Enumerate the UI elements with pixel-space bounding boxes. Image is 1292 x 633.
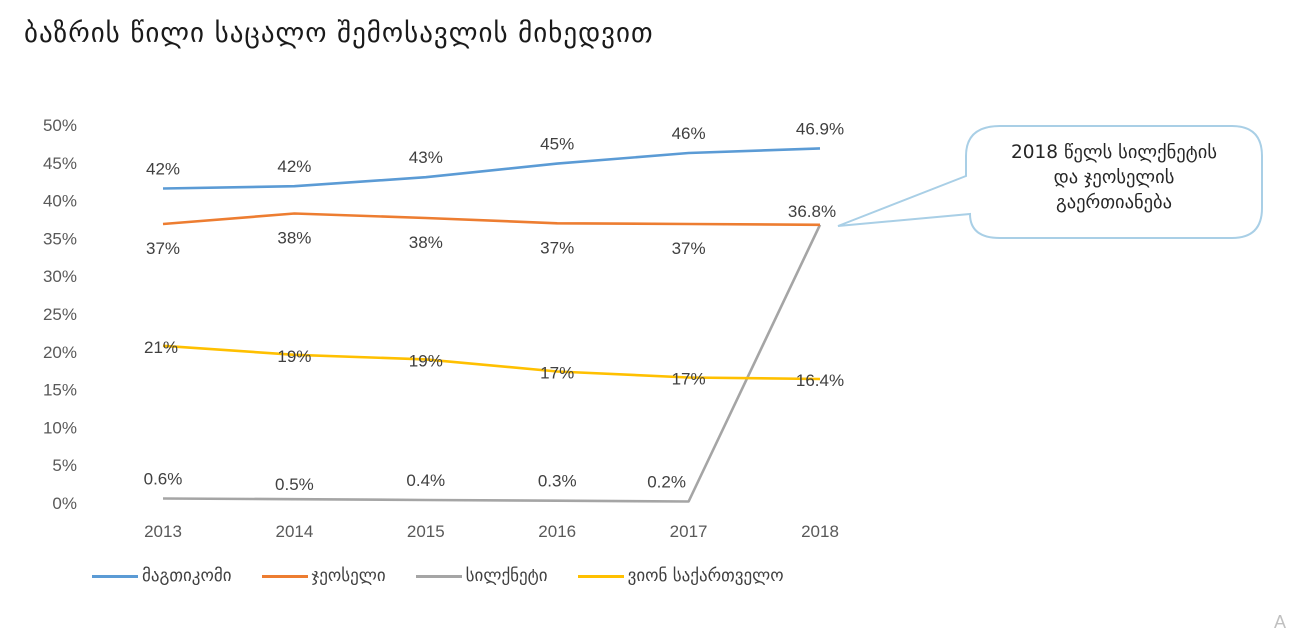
callout-outline — [837, 125, 1263, 239]
legend-item-veon[interactable]: ვიონ საქართველო — [577, 566, 784, 586]
legend-item-silknet[interactable]: სილქნეტი — [415, 566, 548, 586]
series-line-geocell — [162, 212, 821, 227]
series-line-veon — [162, 344, 821, 381]
legend-item-geocell[interactable]: ჯეოსელი — [261, 566, 386, 586]
data-label-silknet: 0.5% — [275, 475, 314, 494]
chart-title: ბაზრის წილი საცალო შემოსავლის მიხედვით — [24, 18, 654, 49]
data-label-silknet: 0.4% — [406, 471, 445, 490]
data-label-veon: 21% — [144, 338, 178, 357]
x-axis: 2013 2014 2015 2016 2017 2018 — [144, 522, 839, 541]
legend-label-geocell: ჯეოსელი — [311, 566, 386, 586]
data-label-magticom: 46% — [672, 124, 706, 143]
y-tick-label: 20% — [43, 343, 77, 362]
y-tick-label: 30% — [43, 267, 77, 286]
series-line-silknet — [162, 224, 822, 503]
callout-bubble — [837, 125, 1263, 239]
y-tick-label: 5% — [52, 456, 77, 475]
data-label-veon: 19% — [409, 351, 443, 370]
legend-swatch-magticom — [92, 574, 138, 578]
x-tick-label: 2017 — [670, 522, 708, 541]
legend: მაგთიკომი ჯეოსელი სილქნეტი ვიონ საქართვე… — [92, 566, 784, 586]
data-label-veon: 17% — [672, 370, 706, 389]
data-label-veon: 16.4% — [796, 371, 844, 390]
x-tick-label: 2013 — [144, 522, 182, 541]
legend-label-silknet: სილქნეტი — [465, 566, 548, 586]
x-tick-label: 2015 — [407, 522, 445, 541]
y-tick-label: 50% — [43, 116, 77, 135]
data-label-magticom: 42% — [277, 157, 311, 176]
legend-swatch-veon — [577, 574, 624, 578]
data-labels: 42% 42% 43% 45% 46% 46.9% 37% 38% 38% 37% 37% 36.8%… — [144, 119, 844, 494]
x-tick-label: 2014 — [275, 522, 313, 541]
callout-line-3: გაერთიანება — [1055, 192, 1173, 213]
data-label-veon: 17% — [540, 363, 574, 382]
data-label-geocell: 38% — [409, 233, 443, 252]
y-tick-label: 15% — [43, 381, 77, 400]
data-label-silknet: 0.2% — [647, 472, 686, 491]
legend-swatch-geocell — [261, 574, 308, 578]
series-lines — [162, 147, 822, 503]
data-label-silknet: 0.6% — [144, 469, 183, 488]
corner-mark: A — [1274, 612, 1287, 632]
series-line-magticom — [162, 147, 821, 190]
callout-line-1: 2018 წელს სილქნეტის — [1011, 142, 1217, 163]
data-label-silknet: 0.3% — [538, 472, 577, 491]
data-label-geocell: 36.8% — [788, 202, 836, 221]
y-tick-label: 10% — [43, 418, 77, 437]
legend-label-veon: ვიონ საქართველო — [627, 566, 784, 586]
data-label-veon: 19% — [277, 347, 311, 366]
data-label-geocell: 37% — [672, 239, 706, 258]
legend-item-magticom[interactable]: მაგთიკომი — [92, 566, 232, 586]
data-label-magticom: 45% — [540, 135, 574, 154]
data-label-geocell: 38% — [277, 228, 311, 247]
data-label-magticom: 42% — [146, 160, 180, 179]
y-tick-label: 25% — [43, 305, 77, 324]
y-tick-label: 40% — [43, 192, 77, 211]
x-tick-label: 2018 — [801, 522, 839, 541]
callout-text: 2018 წელს სილქნეტის და ჯეოსელის გაერთიან… — [972, 140, 1256, 215]
callout-line-2: და ჯეოსელის — [1053, 167, 1175, 188]
data-label-magticom: 46.9% — [796, 119, 844, 138]
data-label-geocell: 37% — [146, 239, 180, 258]
data-label-magticom: 43% — [409, 148, 443, 167]
y-tick-label: 45% — [43, 154, 77, 173]
y-tick-label: 0% — [52, 494, 77, 513]
legend-swatch-silknet — [415, 574, 462, 578]
y-axis: 0% 5% 10% 15% 20% 25% 30% 35% 40% 45% 50% — [43, 116, 77, 513]
data-label-geocell: 37% — [540, 238, 574, 257]
y-tick-label: 35% — [43, 229, 77, 248]
x-tick-label: 2016 — [538, 522, 576, 541]
legend-label-magticom: მაგთიკომი — [142, 566, 232, 586]
